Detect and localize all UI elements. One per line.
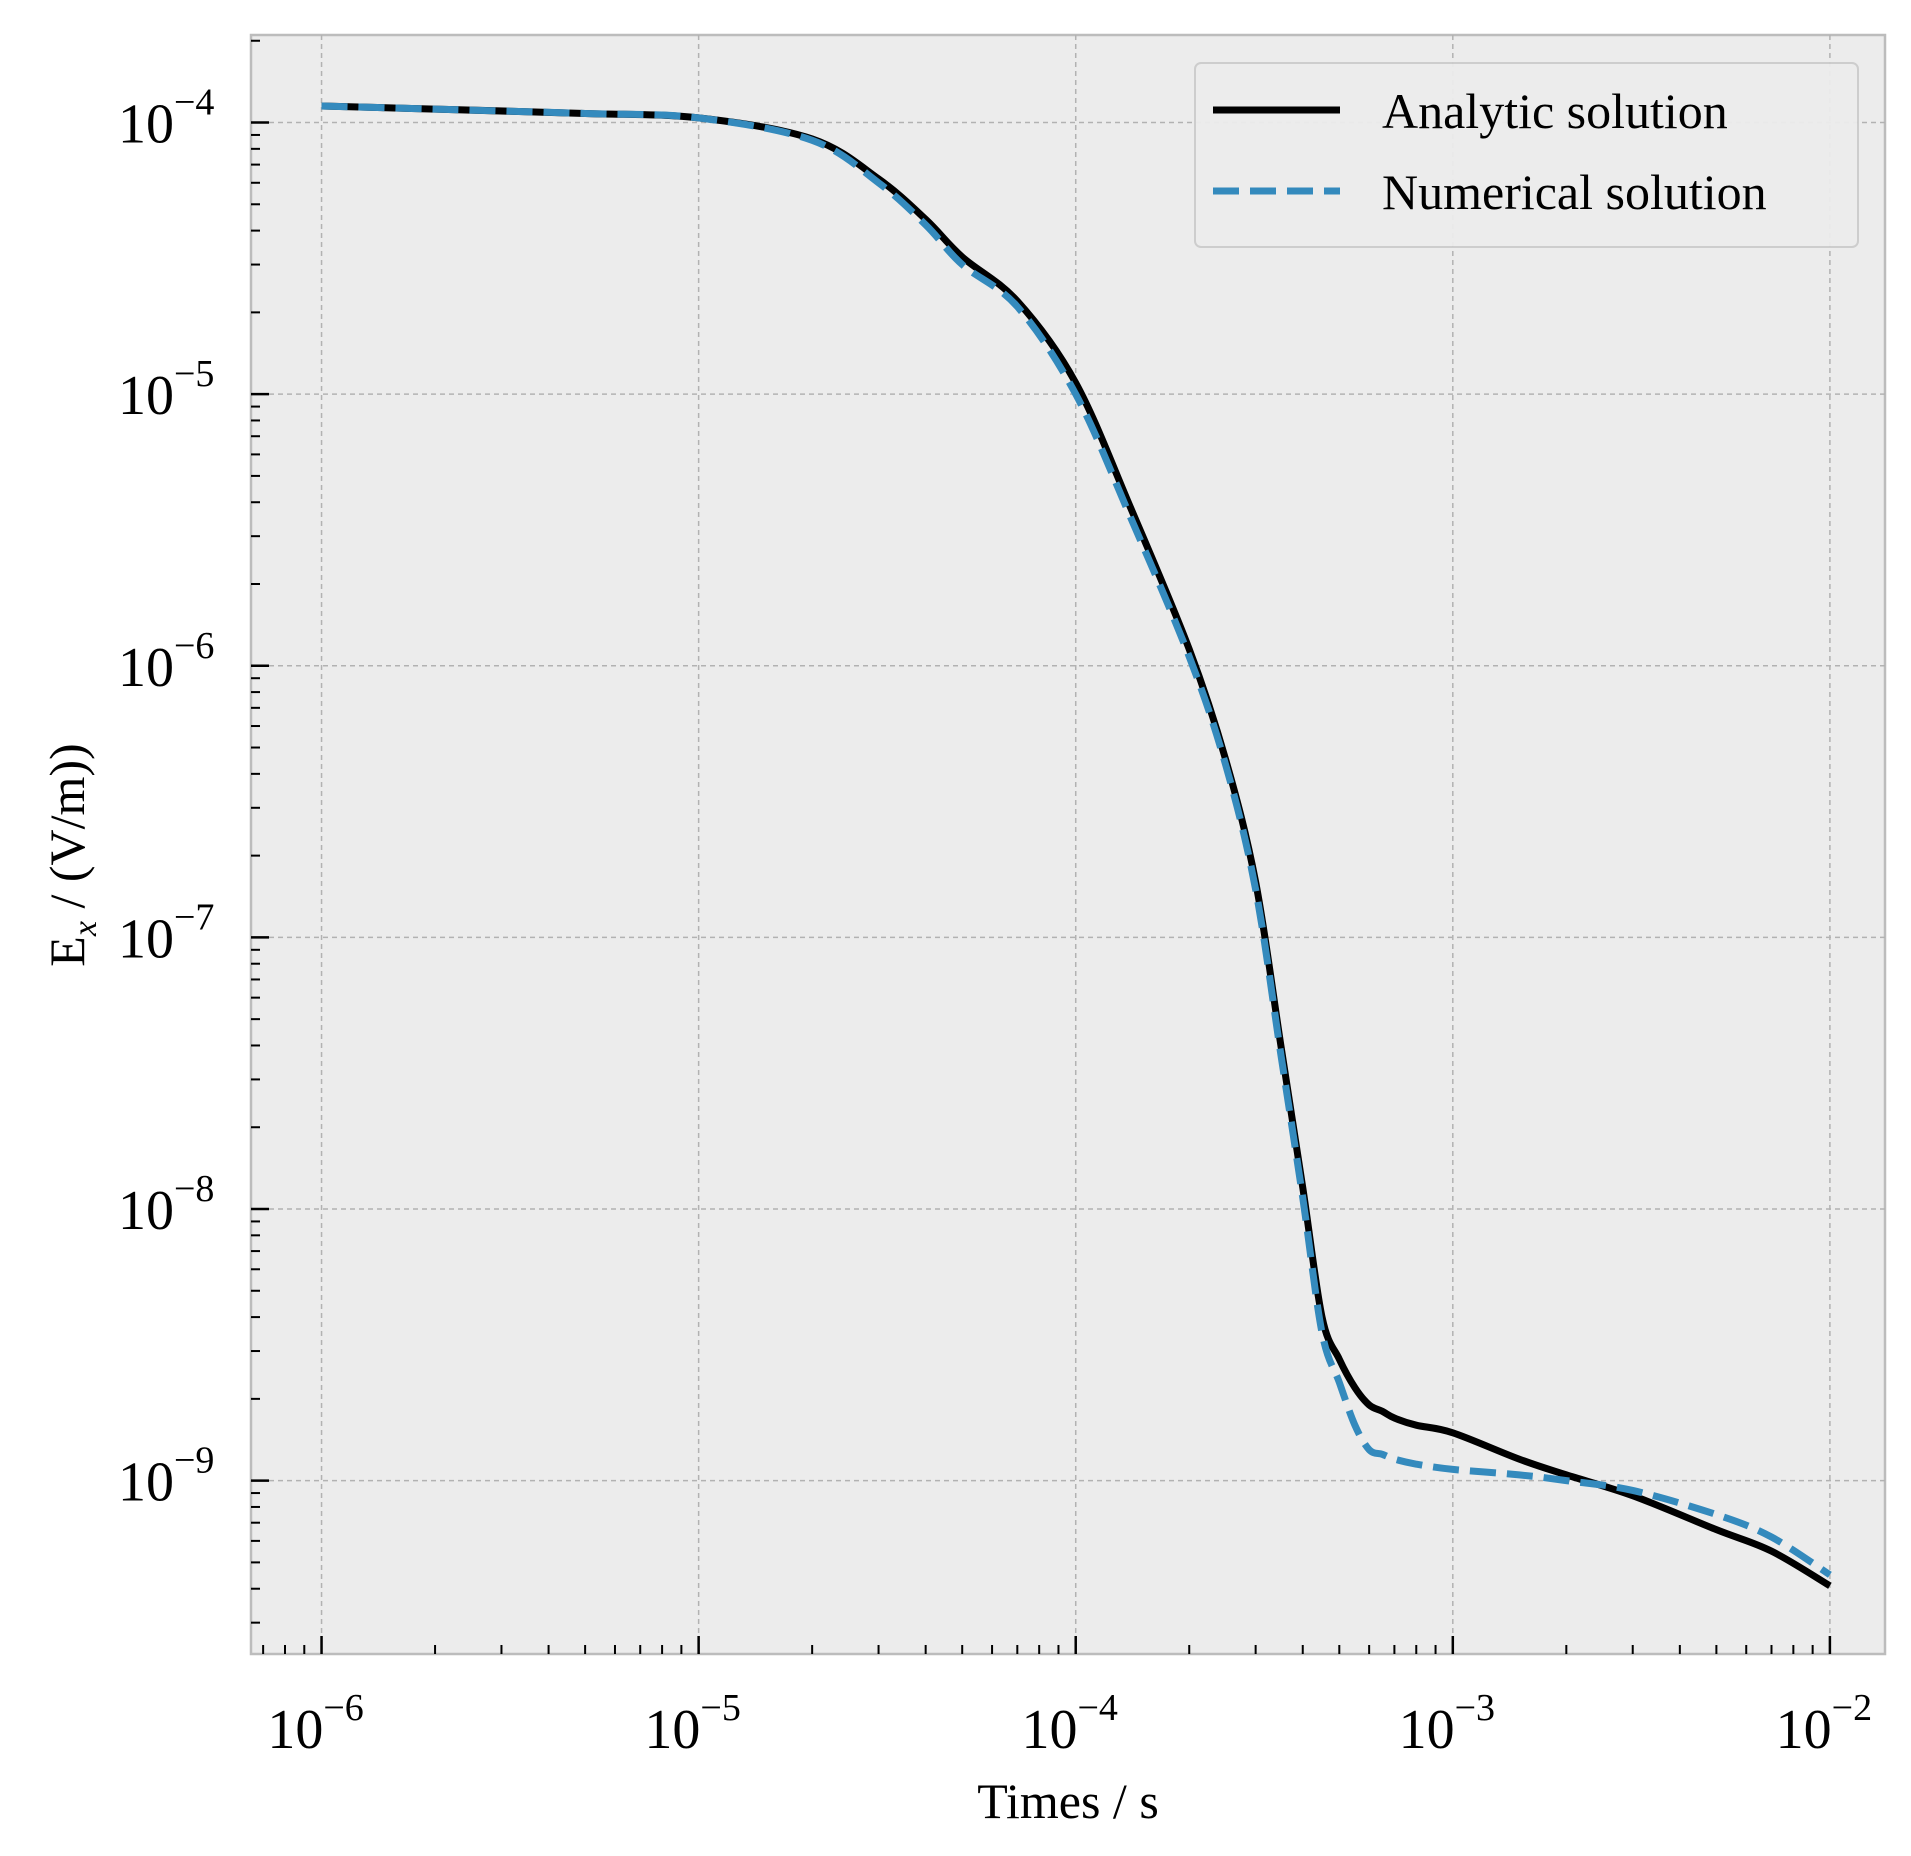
ticks: 10−6 10−5 10−4 10−3 10−210−910−810−710−610−5… — [118, 39, 1872, 1761]
plot-area — [249, 33, 1887, 1656]
y-tick-label: 10−8 — [118, 1168, 214, 1242]
grid — [251, 35, 1885, 1654]
legend: Analytic solution Numerical solution — [1194, 62, 1859, 248]
y-tick-label: 10−5 — [118, 353, 214, 427]
legend-label-analytic: Analytic solution — [1382, 83, 1728, 139]
x-tick-label-base: 10 — [1776, 1699, 1832, 1761]
x-tick-label-base: 10 — [1022, 1699, 1078, 1761]
y-tick-label-base: 10 — [118, 94, 174, 156]
legend-box — [1194, 62, 1859, 248]
y-tick-label-base: 10 — [118, 637, 174, 699]
y-tick-label-exponent: −8 — [174, 1168, 214, 1210]
y-tick-label-exponent: −6 — [174, 625, 214, 667]
x-tick-label: 10−4 — [1022, 1687, 1118, 1761]
series — [321, 102, 1832, 1589]
x-tick-label-exponent: −5 — [700, 1687, 740, 1729]
y-axis-label: Ex / (V/m)) — [39, 743, 104, 966]
x-tick-label: 10−6 — [267, 1687, 363, 1761]
y-tick-label-exponent: −9 — [174, 1440, 214, 1482]
x-axis-label: Times / s — [977, 1773, 1159, 1829]
x-tick-label-exponent: −3 — [1455, 1687, 1495, 1729]
x-tick-label-exponent: −2 — [1832, 1687, 1872, 1729]
x-tick-label-base: 10 — [267, 1699, 323, 1761]
y-tick-label-base: 10 — [118, 1180, 174, 1242]
x-tick-label: 10−2 — [1776, 1687, 1872, 1761]
x-tick-label-base: 10 — [644, 1699, 700, 1761]
y-tick-label: 10−7 — [118, 896, 214, 970]
x-tick-label: 10−5 — [644, 1687, 740, 1761]
y-tick-label-exponent: −4 — [174, 82, 214, 124]
y-tick-label-base: 10 — [118, 365, 174, 427]
legend-label-numerical: Numerical solution — [1382, 164, 1767, 220]
y-axis-label-rest: / (V/m)) — [39, 743, 95, 921]
y-tick-label-exponent: −7 — [174, 896, 214, 938]
x-tick-label-base: 10 — [1399, 1699, 1455, 1761]
y-tick-label: 10−4 — [118, 82, 214, 156]
y-tick-label-base: 10 — [118, 908, 174, 970]
y-tick-label-exponent: −5 — [174, 353, 214, 395]
x-tick-label: 10−3 — [1399, 1687, 1495, 1761]
y-tick-label-base: 10 — [118, 1452, 174, 1514]
x-tick-label-exponent: −4 — [1078, 1687, 1118, 1729]
y-tick-label: 10−6 — [118, 625, 214, 699]
y-axis-label-sub: x — [67, 921, 104, 937]
y-axis-label-main: E — [39, 936, 95, 967]
y-tick-label: 10−9 — [118, 1440, 214, 1514]
x-tick-label-exponent: −6 — [323, 1687, 363, 1729]
